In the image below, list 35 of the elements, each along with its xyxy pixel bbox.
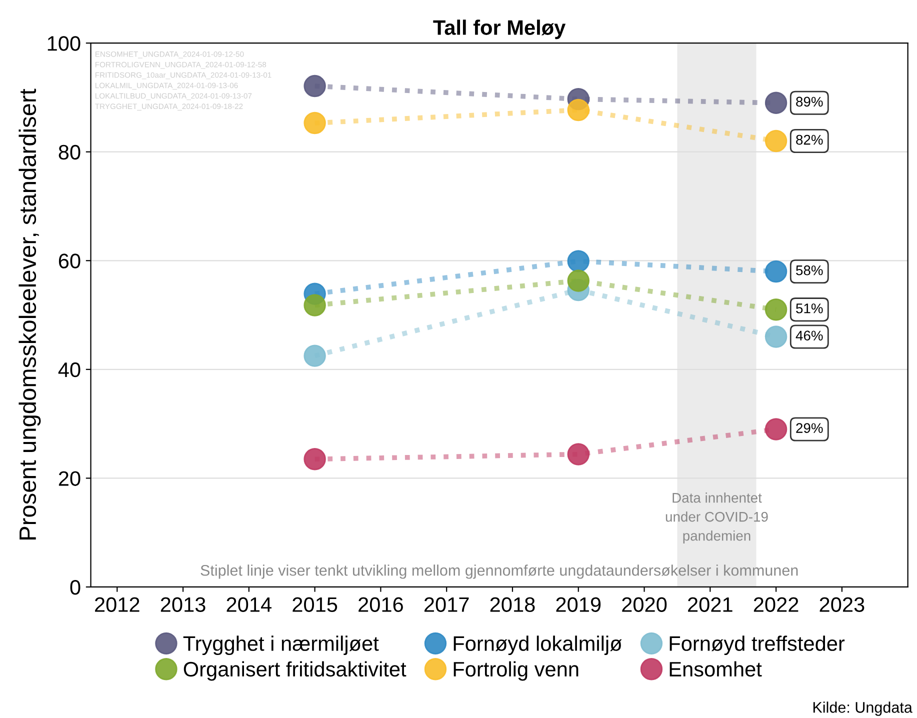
x-tick-label: 2017 [424, 597, 469, 612]
data-label: 29% [796, 423, 823, 433]
x-tick-label: 2019 [556, 597, 601, 612]
data-label: 82% [796, 134, 823, 145]
x-tick-label: 2021 [688, 597, 732, 612]
x-tick-label: 2018 [490, 597, 535, 612]
y-tick-label: 100 [48, 36, 80, 51]
y-tick-label: 40 [58, 362, 80, 378]
y-tick-label: 0 [70, 580, 80, 595]
y-tick-label: 20 [58, 471, 80, 486]
legend-label: Trygghet i nærmiljøet [183, 636, 379, 656]
data-label: 58% [796, 265, 823, 276]
y-axis-title: Prosent ungdomsskoleelever, standardisert [18, 88, 41, 540]
x-tick-label: 2023 [820, 597, 864, 612]
text: Kilde: Ungdata [813, 702, 912, 716]
annotation: Stiplet linje viser tenkt utvikling mellom gjennomførte ungdataundersøkelser i kommunen [200, 564, 798, 579]
x-tick-label: 2012 [95, 597, 140, 612]
data-label: 51% [796, 304, 823, 314]
x-tick-label: 2022 [754, 597, 798, 612]
x-tick-label: 2015 [292, 597, 338, 612]
x-tick-label: 2016 [358, 597, 403, 612]
x-tick-label: 2020 [622, 597, 667, 612]
legend-label: Fornøyd treffsteder [670, 636, 845, 656]
band-label: Data innhentet under COVID-19 pandemien [666, 492, 768, 544]
x-tick-label: 2013 [160, 597, 206, 612]
legend-label: Fornøyd lokalmiljø [454, 636, 622, 656]
legend-label: Ensomhet [670, 661, 762, 677]
legend-label: Organisert fritidsaktivitet [184, 661, 406, 681]
chart-title: Tall for Meløy [433, 20, 566, 40]
x-tick-label: 2014 [226, 597, 272, 612]
data-label: 46% [796, 330, 823, 341]
y-tick-label: 60 [58, 254, 80, 268]
y-tick-label: 80 [58, 144, 80, 160]
legend-label: Fortrolig venn [454, 661, 578, 681]
data-label: 89% [796, 96, 823, 107]
